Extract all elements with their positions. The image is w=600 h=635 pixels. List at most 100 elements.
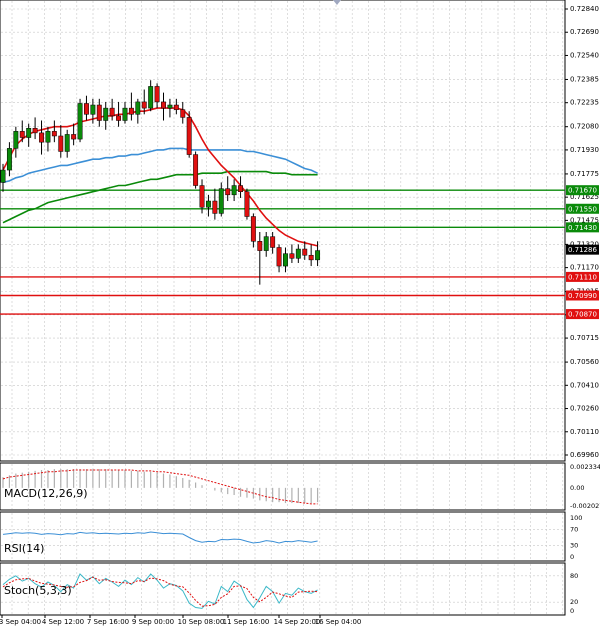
level-tag-2 [566,222,599,233]
candle-up [45,131,51,143]
candle-up [26,127,32,138]
candle-down [141,101,147,109]
candle-down [19,131,25,138]
candle-up [64,134,70,152]
candle-down [96,104,102,121]
candle-down [257,241,263,251]
y-tick-label-9: 0.71475 [570,216,599,224]
candle-down [180,109,186,118]
last-price-label: 0.71286 [568,246,597,254]
y-tick-label-6: 0.71930 [570,146,599,154]
macd-y-tick-2: -0.002027 [570,502,600,510]
rsi-y-tick-0: 100 [570,514,582,522]
y-tick-label-18: 0.70110 [570,428,599,436]
horizontal-grid-main [1,8,564,456]
x-tick-label-6: 14 Sep 20:00 [274,618,321,626]
ma-mid-line [2,147,318,184]
candle-up [295,248,301,259]
x-tick-label-3: 9 Sep 00:00 [132,618,174,626]
level-label-4: 0.70990 [568,292,597,300]
rsi-line [2,531,318,544]
stoch-label: Stoch(5,3,3) [4,584,72,597]
candle-down [51,131,57,137]
rsi-y-tick-1: 70 [570,526,578,534]
candle-down [250,216,256,242]
candle-down [128,107,134,115]
candle-up [13,131,19,149]
level-tag-4 [566,290,599,301]
stoch-y-tick-1: 20 [570,598,578,606]
candle-up [148,86,154,109]
candle-down [109,107,115,117]
y-tick-label-1: 0.72690 [570,28,599,36]
candle-down [161,101,166,109]
level-label-1: 0.71550 [568,205,597,213]
y-tick-label-15: 0.70560 [570,358,599,366]
candle-up [135,101,141,115]
candle-down [173,104,179,110]
stoch-y-tick-0: 80 [570,572,578,580]
candle-up [6,148,12,171]
candle-down [58,135,64,152]
candle-down [270,236,276,248]
candle-up [122,107,128,121]
candle-down [193,154,199,186]
level-tag-3 [566,271,599,282]
candle-up [205,200,211,208]
candle-down [225,188,231,196]
rsi-y-tick-2: 30 [570,541,578,549]
rsi-y-tick-3: 0 [570,553,574,561]
candle-down [71,134,77,140]
candle-down [244,191,250,217]
macd-signal-line [2,469,318,505]
stoch-d-line [2,576,318,607]
last-price-tag [566,244,599,255]
y-tick-label-5: 0.72080 [570,123,599,131]
panel-frame-rsi [0,511,566,562]
y-tick-label-19: 0.69960 [570,451,599,459]
candle-down [39,132,44,143]
chart-shift-marker [333,0,341,5]
y-tick-label-3: 0.72385 [570,75,599,83]
candle-up [283,253,288,267]
y-tick-label-4: 0.72235 [570,99,599,107]
candle-down [308,254,314,261]
level-label-2: 0.71430 [568,224,597,232]
candle-up [103,107,109,121]
candle-down [199,185,205,208]
x-tick-label-0: 3 Sep 04:00 [0,618,41,626]
x-tick-label-5: 11 Sep 16:00 [223,618,270,626]
candle-up [263,236,269,251]
candle-down [154,86,160,103]
level-tag-1 [566,203,599,214]
candle-up [167,104,173,109]
y-tick-label-16: 0.70410 [570,381,599,389]
ma-fast-line [2,107,318,247]
candle-up [77,103,83,140]
y-tick-label-17: 0.70260 [570,405,599,413]
candle-down [186,117,192,155]
y-tick-label-11: 0.71170 [570,264,599,272]
x-tick-label-4: 10 Sep 08:00 [178,618,225,626]
vertical-grid [11,1,564,614]
stoch-y-tick-2: 0 [570,607,574,615]
candle-down [32,127,38,134]
x-tick-label-7: 16 Sep 04:00 [315,618,362,626]
level-tag-0 [566,185,599,196]
level-label-0: 0.71670 [568,187,597,195]
candle-down [276,247,282,267]
x-tick-label-2: 7 Sep 16:00 [87,618,129,626]
candle-down [302,248,308,256]
y-tick-label-7: 0.71775 [570,170,599,178]
level-tag-5 [566,309,599,320]
macd-y-tick-0: 0.002334 [570,463,600,471]
y-tick-label-14: 0.70715 [570,334,599,342]
ma-slow-line [2,170,318,224]
candle-down [289,253,295,259]
x-tick-label-1: 4 Sep 12:00 [42,618,84,626]
candle-up [231,185,237,196]
stoch-k-line [2,573,318,609]
panel-frame-macd [0,462,566,511]
